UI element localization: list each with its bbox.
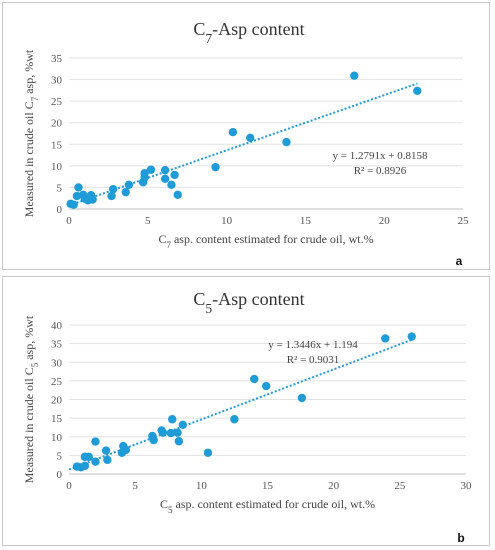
x-tick-label: 15 (262, 480, 274, 492)
data-point (174, 437, 184, 446)
data-point (228, 128, 238, 137)
x-tick-label: 5 (132, 480, 138, 492)
x-tick-label: 15 (300, 215, 312, 227)
data-point (149, 435, 158, 445)
y-tick-label: 35 (51, 53, 63, 65)
x-tick-label: 20 (379, 215, 391, 227)
data-point (103, 455, 112, 465)
chart-title: C5-Asp content (193, 289, 304, 316)
r-squared-label: R² = 0.9031 (287, 354, 340, 366)
chart-title: C7-Asp content (193, 19, 304, 46)
data-point (108, 184, 118, 194)
data-point (74, 183, 83, 192)
y-tick-label: 30 (51, 75, 63, 87)
data-point (88, 195, 97, 204)
data-point (166, 428, 176, 438)
data-point (160, 165, 170, 175)
scatter-chart-b: C5-Asp content 0 5 10 15 20 25 30 35 40 0 5 10 15 20 25… (22, 289, 473, 545)
y-tick-label: 35 (51, 339, 63, 351)
data-point (140, 168, 149, 178)
data-point (101, 446, 111, 455)
scatter-chart-a: C7-Asp content 0 5 10 15 20 25 30 35 0 5 10 15 20 25 C7… (22, 19, 470, 268)
data-point (107, 191, 116, 201)
y-tick-label: 40 (51, 320, 63, 332)
x-axis-label: C7 asp. content estimated for crude oil,… (158, 232, 373, 250)
y-tick-label: 15 (51, 139, 63, 151)
x-tick-label: 20 (328, 480, 340, 492)
data-point (170, 170, 179, 180)
data-point (168, 415, 177, 424)
x-tick-label: 10 (221, 215, 233, 227)
y-tick-label: 10 (51, 161, 63, 173)
panel-label: a (456, 254, 463, 268)
chart-panel-a: C7-Asp content 0 5 10 15 20 25 30 35 0 5 10 15 20 25 C7… (2, 2, 490, 270)
data-point (121, 445, 131, 454)
y-axis-label: Measured in crude oil C7 asp, %wt (22, 49, 40, 217)
data-point (413, 86, 422, 95)
r-squared-label: R² = 0.8926 (354, 165, 407, 177)
data-point (91, 457, 100, 466)
data-point (173, 190, 182, 199)
data-point (160, 174, 170, 183)
y-tick-label: 10 (51, 432, 63, 444)
x-tick-label: 0 (66, 215, 72, 227)
y-axis-label: Measured in crude oil C5 asp, %wt (22, 315, 40, 483)
data-point (121, 187, 130, 197)
data-point (167, 180, 176, 190)
data-point (350, 71, 359, 80)
data-point (230, 415, 239, 424)
y-tick-label: 20 (51, 395, 63, 407)
chart-panel-b: C5-Asp content 0 5 10 15 20 25 30 35 40 0 5 10 15 20 25… (2, 276, 490, 546)
data-point (158, 428, 168, 437)
data-point (173, 428, 182, 437)
y-tick-label: 25 (51, 96, 63, 108)
panel-label: b (457, 531, 464, 545)
data-point (246, 133, 255, 143)
data-point (297, 393, 307, 403)
data-point (124, 180, 134, 190)
data-point (381, 334, 390, 343)
x-tick-label: 30 (461, 480, 473, 492)
data-point (84, 452, 94, 462)
data-point (146, 165, 156, 174)
data-point (178, 420, 188, 430)
y-tick-label: 0 (57, 469, 63, 481)
data-point (407, 332, 416, 341)
data-point (91, 437, 100, 446)
data-point (72, 191, 82, 201)
x-tick-label: 10 (196, 480, 208, 492)
x-tick-label: 25 (458, 215, 470, 227)
y-tick-label: 20 (51, 118, 63, 130)
data-point (282, 137, 291, 147)
data-point (69, 200, 78, 209)
data-point (250, 374, 259, 384)
trendline-equation: y = 1.2791x + 0.8158 (333, 150, 428, 162)
y-tick-label: 0 (57, 204, 63, 216)
data-point (261, 381, 271, 391)
y-tick-label: 15 (51, 413, 63, 425)
y-tick-label: 30 (51, 357, 63, 369)
x-tick-label: 5 (145, 215, 151, 227)
x-tick-label: 25 (394, 480, 406, 492)
y-tick-label: 5 (57, 182, 63, 194)
x-axis-label: C5 asp. content estimated for crude oil,… (160, 497, 375, 515)
data-point (211, 162, 220, 172)
x-tick-label: 0 (66, 480, 72, 492)
data-point (80, 461, 90, 471)
y-tick-label: 25 (51, 376, 63, 388)
trendline-equation: y = 1.3446x + 1.194 (268, 339, 358, 351)
y-tick-label: 5 (57, 450, 63, 462)
data-point (203, 448, 213, 457)
